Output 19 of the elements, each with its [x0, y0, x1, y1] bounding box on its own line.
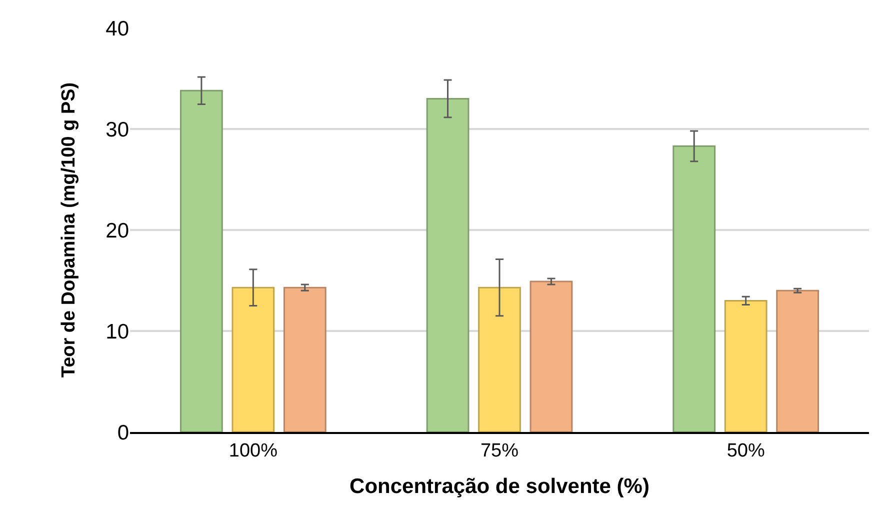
- bar: [672, 145, 716, 432]
- bar: [232, 286, 275, 432]
- y-tick-label: 10: [106, 320, 129, 344]
- bar: [478, 286, 521, 432]
- x-tick-label: 50%: [726, 440, 765, 462]
- y-tick-label: 30: [106, 118, 129, 142]
- y-tick-label: 0: [117, 421, 129, 444]
- x-tick-label: 75%: [480, 440, 519, 462]
- bar: [530, 280, 573, 432]
- y-axis-title: Teor de Dopamina (mg/100 g PS): [58, 82, 80, 378]
- bar: [724, 300, 768, 432]
- x-tick-label: 100%: [228, 440, 278, 462]
- y-tick-label: 40: [106, 17, 129, 40]
- bar: [776, 290, 820, 432]
- y-tick-label: 20: [106, 219, 129, 242]
- x-axis-title: Concentração de solvente (%): [350, 475, 650, 498]
- bar: [180, 90, 223, 432]
- bar: [283, 286, 326, 432]
- bar: [426, 98, 470, 432]
